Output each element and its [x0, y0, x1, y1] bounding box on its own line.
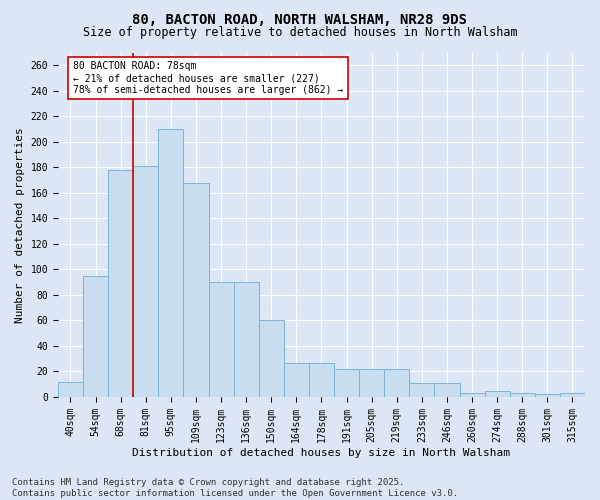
- Bar: [309, 362, 334, 397]
- Bar: [434, 383, 460, 397]
- Bar: [259, 320, 284, 397]
- Bar: [58, 382, 83, 397]
- Bar: [158, 129, 184, 397]
- Bar: [334, 369, 359, 397]
- Bar: [359, 369, 384, 397]
- Bar: [510, 393, 535, 397]
- Bar: [209, 282, 233, 397]
- Text: 80, BACTON ROAD, NORTH WALSHAM, NR28 9DS: 80, BACTON ROAD, NORTH WALSHAM, NR28 9DS: [133, 12, 467, 26]
- Bar: [535, 394, 560, 397]
- Text: Contains HM Land Registry data © Crown copyright and database right 2025.
Contai: Contains HM Land Registry data © Crown c…: [12, 478, 458, 498]
- Bar: [409, 383, 434, 397]
- Bar: [485, 390, 510, 397]
- Bar: [233, 282, 259, 397]
- Bar: [184, 182, 209, 397]
- Text: 80 BACTON ROAD: 78sqm
← 21% of detached houses are smaller (227)
78% of semi-det: 80 BACTON ROAD: 78sqm ← 21% of detached …: [73, 62, 343, 94]
- Text: Size of property relative to detached houses in North Walsham: Size of property relative to detached ho…: [83, 26, 517, 39]
- X-axis label: Distribution of detached houses by size in North Walsham: Distribution of detached houses by size …: [133, 448, 511, 458]
- Bar: [384, 369, 409, 397]
- Bar: [560, 393, 585, 397]
- Bar: [108, 170, 133, 397]
- Bar: [460, 393, 485, 397]
- Y-axis label: Number of detached properties: Number of detached properties: [15, 127, 25, 322]
- Bar: [83, 276, 108, 397]
- Bar: [133, 166, 158, 397]
- Bar: [284, 362, 309, 397]
